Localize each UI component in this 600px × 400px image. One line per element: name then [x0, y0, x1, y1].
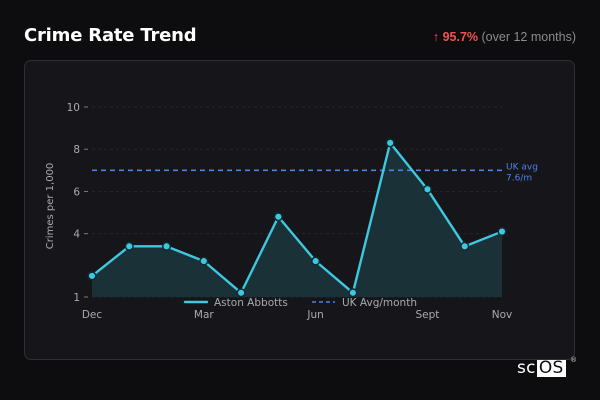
data-point [87, 271, 97, 281]
y-tick-label: 8 [73, 144, 80, 156]
x-tick-label: Mar [194, 309, 214, 321]
change-percent: 95.7% [442, 30, 479, 44]
change-note: (over 12 months) [481, 30, 576, 44]
data-point [385, 138, 395, 148]
y-tick-label: 1 [73, 292, 80, 304]
x-tick-label: Sept [415, 309, 439, 321]
legend-series-label: Aston Abbotts [214, 297, 288, 309]
scos-logo: sc OS ® [517, 356, 577, 378]
x-tick-label: Dec [82, 309, 103, 321]
legend-reference-label: UK Avg/month [342, 297, 417, 309]
y-tick-label: 6 [73, 186, 80, 198]
logo-text: sc [517, 358, 536, 378]
series-line [90, 141, 504, 294]
x-tick-label: Nov [492, 309, 513, 321]
data-point [422, 184, 433, 194]
change-indicator: ↑ 95.7% (over 12 months) [433, 30, 576, 44]
data-point [273, 212, 283, 222]
data-point [124, 241, 134, 251]
x-tick-label: Jun [306, 309, 323, 321]
crime-rate-chart: 1 4 6 8 10 Crimes per 1,000 Dec Mar Jun Sept Nov UK… [45, 102, 538, 321]
series-area-fill [92, 142, 502, 297]
data-point [460, 241, 470, 251]
page-title: Crime Rate Trend [24, 25, 197, 46]
data-point [348, 288, 358, 298]
y-tick-label: 4 [73, 229, 80, 241]
data-point [311, 256, 321, 266]
data-point [236, 288, 246, 298]
y-axis-label: Crimes per 1,000 [45, 163, 56, 250]
uk-average-label-line2: 7.6/m [506, 173, 532, 183]
y-tick-label: 10 [67, 102, 80, 114]
logo-boxed-text: OS [536, 358, 566, 378]
chart-card: 1 4 6 8 10 Crimes per 1,000 Dec Mar Jun Sept Nov UK… [24, 60, 575, 360]
data-point [161, 241, 172, 251]
data-point [497, 227, 507, 237]
up-arrow-icon: ↑ [432, 30, 440, 44]
data-point [199, 256, 209, 266]
registered-mark: ® [570, 356, 578, 364]
uk-average-label-line1: UK avg [506, 162, 538, 172]
